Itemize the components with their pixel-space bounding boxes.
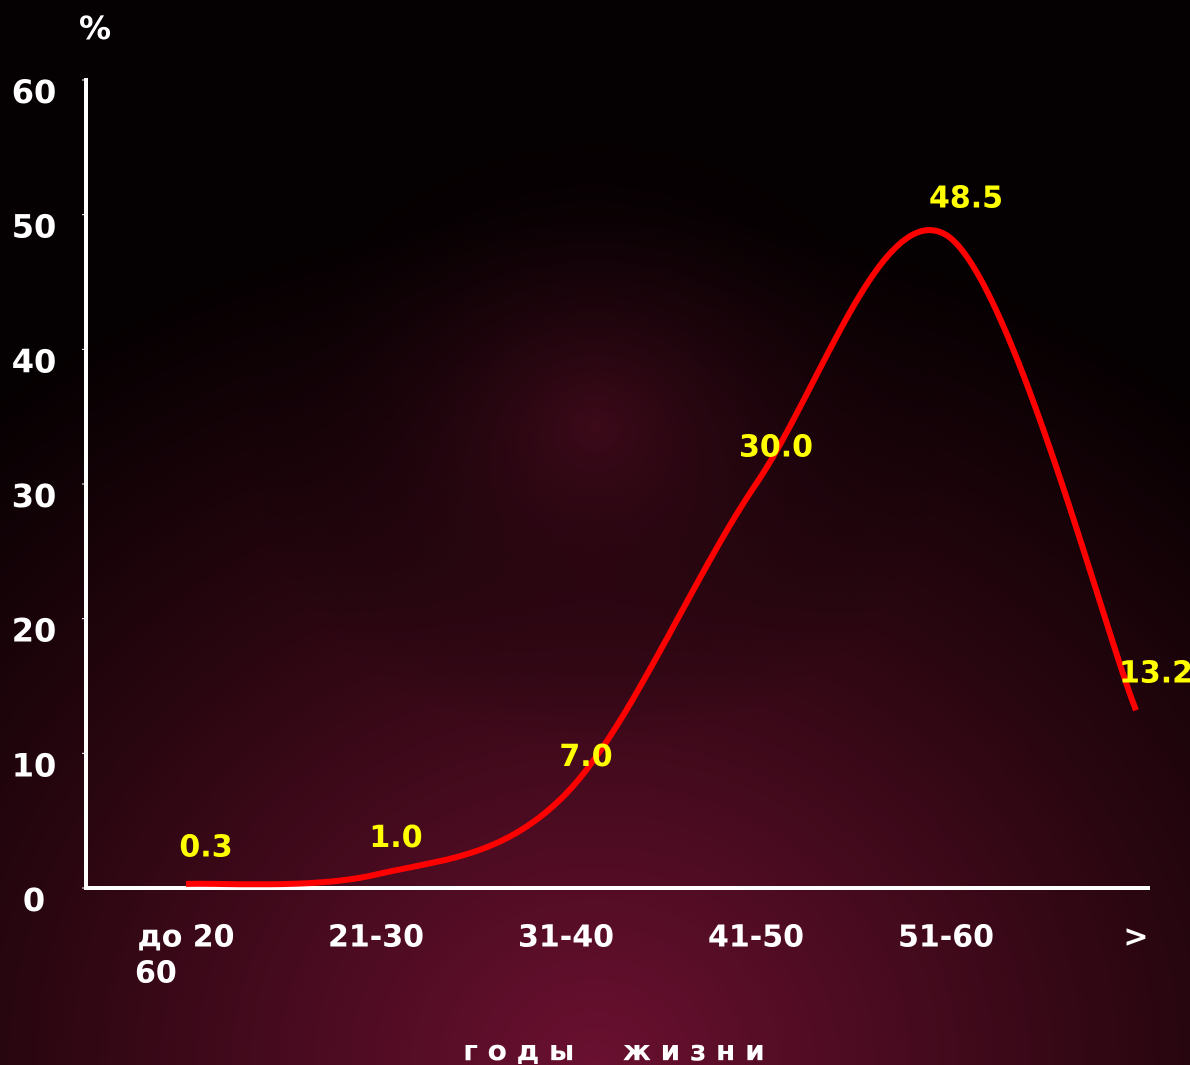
x-tick-label: > bbox=[1123, 920, 1148, 955]
y-axis-title: % bbox=[79, 9, 111, 47]
data-label: 1.0 bbox=[369, 820, 422, 855]
data-label: 0.3 bbox=[179, 829, 232, 864]
chart: % г о д ы ж и з н и 60 0102030405060до 2… bbox=[0, 0, 1190, 1065]
data-label: 30.0 bbox=[739, 430, 813, 465]
x-tick-label: 51-60 bbox=[898, 920, 994, 955]
y-tick-label: 20 bbox=[12, 612, 57, 650]
x-axis-title: г о д ы ж и з н и bbox=[463, 1034, 765, 1065]
y-tick-label: 50 bbox=[12, 208, 57, 246]
y-tick-label: 0 bbox=[23, 881, 45, 919]
data-label: 7.0 bbox=[559, 739, 612, 774]
x-tick-label: 41-50 bbox=[708, 920, 804, 955]
y-tick-label: 30 bbox=[12, 477, 57, 515]
y-tick-label: 40 bbox=[12, 342, 57, 380]
y-tick-label: 10 bbox=[12, 746, 57, 784]
y-tick-label: 60 bbox=[12, 73, 57, 111]
x-tick-label: до 20 bbox=[137, 920, 234, 955]
x-tick-label: 21-30 bbox=[328, 920, 424, 955]
data-label: 13.2 bbox=[1119, 656, 1190, 691]
category-note: 60 bbox=[135, 956, 177, 991]
background-glow bbox=[0, 0, 1190, 1065]
x-tick-label: 31-40 bbox=[518, 920, 614, 955]
data-label: 48.5 bbox=[929, 180, 1003, 215]
